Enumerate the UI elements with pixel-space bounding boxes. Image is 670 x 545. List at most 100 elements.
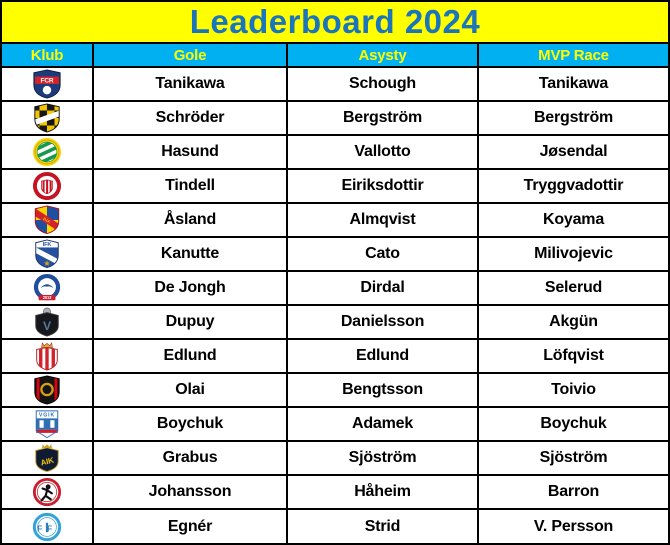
title-band: Leaderboard 2024 — [2, 2, 668, 44]
table-row: Edlund Edlund Löfqvist — [2, 340, 668, 374]
asysty-cell: Håheim — [288, 476, 479, 508]
kif-orebro-crest-icon — [32, 477, 62, 507]
trelleborgs-ff-crest-icon: FF — [32, 512, 62, 542]
mvp-cell: Tanikawa — [538, 75, 609, 92]
club-logo-cell: FF — [2, 510, 94, 543]
header-mvp-race: MVP Race — [538, 46, 609, 64]
asysty-cell: Vallotto — [288, 136, 479, 168]
header-gole: Gole — [94, 44, 288, 66]
club-logo-cell: VGIK — [2, 408, 94, 440]
vaxjo-dff-crest-icon: V — [35, 307, 59, 337]
svg-text:AIK: AIK — [40, 456, 55, 468]
gole-cell: De Jongh — [94, 272, 288, 304]
aik-crest-icon: AIK — [35, 443, 59, 473]
brommapojkarna-crest-icon — [34, 375, 60, 405]
mvp-cell: Toivio — [551, 381, 596, 398]
mvp-cell: V. Persson — [533, 518, 614, 535]
fc-rosengard-crest-icon: FCR — [33, 69, 61, 99]
svg-text:FCR: FCR — [41, 77, 54, 84]
gole-cell: Edlund — [94, 340, 288, 372]
header-klub: Klub — [2, 44, 94, 66]
asysty-cell: Schough — [288, 68, 479, 100]
club-logo-cell: V — [2, 306, 94, 338]
asysty-cell: Almqvist — [288, 204, 479, 236]
hammarby-crest-icon — [32, 137, 62, 167]
djurgarden-crest-icon: D.I.F. — [34, 205, 60, 235]
table-row: Olai Bengtsson Toivio — [2, 374, 668, 408]
gole-cell: Boychuk — [94, 408, 288, 440]
vittsjo-gik-crest-icon: VGIK — [35, 410, 59, 439]
club-logo-cell — [2, 136, 94, 168]
gole-cell: Kanutte — [94, 238, 288, 270]
mvp-cell: Boychuk — [540, 415, 607, 432]
gole-cell: Schröder — [94, 102, 288, 134]
club-logo-cell: 2013 — [2, 272, 94, 304]
club-logo-cell — [2, 102, 94, 134]
asysty-cell: Eiriksdottir — [288, 170, 479, 202]
table-row: Johansson Håheim Barron — [2, 476, 668, 510]
bk-hacken-crest-icon — [34, 103, 60, 133]
club-logo-cell: D.I.F. — [2, 204, 94, 236]
svg-text:V: V — [43, 319, 52, 333]
mvp-cell: Bergström — [533, 109, 614, 126]
asysty-cell: Strid — [288, 510, 479, 543]
table-row: AIK Grabus Sjöström Sjöström — [2, 442, 668, 476]
mvp-cell: Selerud — [544, 279, 603, 296]
asysty-cell: Edlund — [288, 340, 479, 372]
mvp-cell: Löfqvist — [543, 347, 604, 364]
gole-cell: Johansson — [94, 476, 288, 508]
gole-cell: Dupuy — [94, 306, 288, 338]
table-row: V Dupuy Danielsson Akgün — [2, 306, 668, 340]
gole-cell: Åsland — [94, 204, 288, 236]
gole-cell: Egnér — [94, 510, 288, 543]
header-asysty: Asysty — [288, 44, 479, 66]
table-row: FCR Tanikawa Schough Tanikawa — [2, 68, 668, 102]
club-logo-cell — [2, 476, 94, 508]
mvp-cell: Sjöström — [539, 449, 608, 466]
svg-text:2013: 2013 — [43, 295, 52, 300]
svg-text:D.I.F.: D.I.F. — [42, 217, 51, 225]
gole-cell: Tanikawa — [94, 68, 288, 100]
club-logo-cell — [2, 374, 94, 406]
asysty-cell: Bergström — [288, 102, 479, 134]
table-row: VGIK Boychuk Adamek Boychuk — [2, 408, 668, 442]
blue-roundel-crest-icon: 2013 — [33, 273, 61, 301]
table-row: IFK Kanutte Cato Milivojevic — [2, 238, 668, 272]
table-header-row: Klub Gole Asysty MVP Race — [2, 44, 668, 68]
kristianstads-dff-crest-icon — [32, 171, 62, 201]
mvp-cell: Barron — [547, 483, 600, 500]
mvp-cell: Koyama — [542, 211, 605, 228]
gole-cell: Hasund — [94, 136, 288, 168]
asysty-cell: Bengtsson — [288, 374, 479, 406]
club-logo-cell: AIK — [2, 442, 94, 474]
svg-text:FF: FF — [37, 524, 57, 534]
asysty-cell: Danielsson — [288, 306, 479, 338]
svg-text:VGIK: VGIK — [39, 413, 55, 419]
club-logo-cell — [2, 340, 94, 372]
gole-cell: Grabus — [94, 442, 288, 474]
mvp-cell: Jøsendal — [539, 143, 608, 160]
ifk-norrkoping-crest-icon: IFK — [35, 239, 59, 269]
asysty-cell: Cato — [288, 238, 479, 270]
table-row: FF Egnér Strid V. Persson — [2, 510, 668, 543]
gole-cell: Tindell — [94, 170, 288, 202]
club-logo-cell: FCR — [2, 68, 94, 100]
table-row: D.I.F. Åsland Almqvist Koyama — [2, 204, 668, 238]
page-title: Leaderboard 2024 — [189, 3, 481, 40]
club-logo-cell — [2, 170, 94, 202]
table-row: 2013 De Jongh Dirdal Selerud — [2, 272, 668, 306]
pitea-if-crest-icon — [36, 342, 58, 371]
table-row: Schröder Bergström Bergström — [2, 102, 668, 136]
mvp-cell: Milivojevic — [534, 245, 613, 262]
asysty-cell: Dirdal — [288, 272, 479, 304]
asysty-cell: Sjöström — [288, 442, 479, 474]
table-row: Tindell Eiriksdottir Tryggvadottir — [2, 170, 668, 204]
table-row: Hasund Vallotto Jøsendal — [2, 136, 668, 170]
asysty-cell: Adamek — [288, 408, 479, 440]
mvp-cell: Akgün — [549, 313, 598, 330]
svg-text:IFK: IFK — [43, 242, 52, 248]
mvp-cell: Tryggvadottir — [523, 177, 624, 194]
gole-cell: Olai — [94, 374, 288, 406]
club-logo-cell: IFK — [2, 238, 94, 270]
